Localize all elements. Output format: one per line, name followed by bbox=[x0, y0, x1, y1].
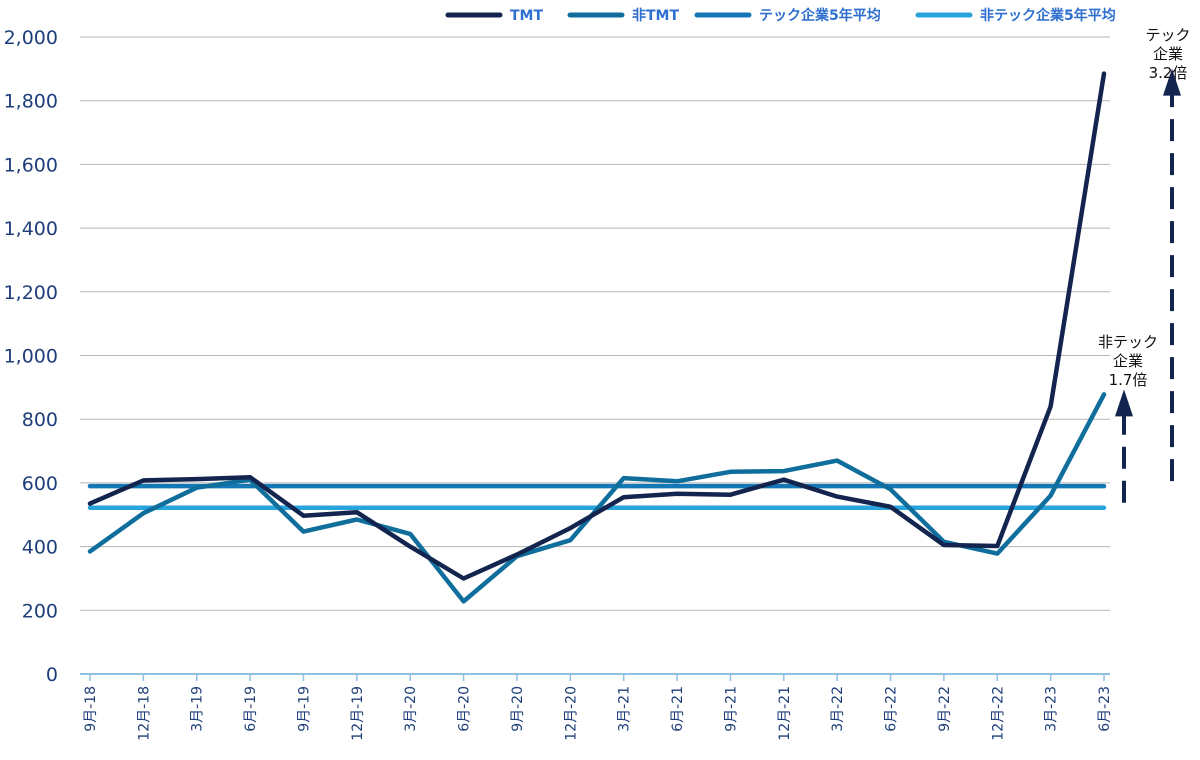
y-tick-label: 1,200 bbox=[4, 282, 58, 304]
legend-label: テック企業5年平均 bbox=[759, 7, 881, 24]
annotation-arrow-head bbox=[1115, 389, 1133, 417]
y-tick-label: 1,000 bbox=[4, 346, 58, 368]
x-tick-label: 9月-18 bbox=[83, 686, 99, 732]
x-tick-label: 6月-21 bbox=[670, 686, 686, 732]
y-tick-label: 1,400 bbox=[4, 218, 58, 240]
series-lines bbox=[87, 71, 1107, 604]
annotation-label: 企業 bbox=[1113, 352, 1143, 370]
annotation-label: 1.7倍 bbox=[1109, 371, 1148, 389]
y-axis-ticks: 0 200 400 600 800 1,000 1,200 1,400 1,600 1,800 2,… bbox=[4, 27, 58, 686]
y-tick-label: 1,600 bbox=[4, 154, 58, 176]
legend-label: 非テック企業5年平均 bbox=[980, 7, 1116, 24]
legend-label: TMT bbox=[510, 8, 543, 24]
series-line bbox=[87, 392, 1107, 604]
x-tick-label: 6月-23 bbox=[1097, 686, 1113, 732]
x-tick-label: 9月-22 bbox=[937, 686, 953, 732]
x-tick-label: 3月-20 bbox=[403, 686, 419, 732]
annotation-arrow-head bbox=[1163, 68, 1181, 96]
legend: TMT 非TMT テック企業5年平均 非テック企業5年平均 bbox=[445, 7, 1116, 24]
y-tick-label: 2,000 bbox=[4, 27, 58, 49]
y-tick-label: 200 bbox=[22, 600, 58, 622]
series-line bbox=[87, 71, 1107, 581]
x-tick-label: 3月-21 bbox=[617, 686, 633, 732]
x-tick-label: 12月-18 bbox=[136, 686, 152, 741]
x-axis: 9月-18 12月-18 3月-19 6月-19 9月-19 12月-19 3月-20 6月-… bbox=[80, 673, 1113, 741]
x-tick-label: 12月-19 bbox=[350, 686, 366, 741]
y-tick-label: 1,800 bbox=[4, 91, 58, 113]
x-tick-label: 9月-19 bbox=[296, 686, 312, 732]
y-tick-label: 0 bbox=[46, 664, 58, 686]
x-tick-label: 12月-21 bbox=[777, 686, 793, 741]
x-tick-label: 6月-19 bbox=[243, 686, 259, 732]
x-tick-label: 3月-19 bbox=[190, 686, 206, 732]
x-tick-label: 12月-22 bbox=[990, 686, 1006, 741]
annotation-label: テック bbox=[1145, 26, 1190, 44]
x-tick-label: 3月-23 bbox=[1044, 686, 1060, 732]
x-tick-label: 3月-22 bbox=[830, 686, 846, 732]
annotation-label: 非テック bbox=[1098, 333, 1158, 351]
y-tick-label: 600 bbox=[22, 473, 58, 495]
x-tick-label: 9月-20 bbox=[510, 686, 526, 732]
x-tick-label: 6月-20 bbox=[457, 686, 473, 732]
gridlines bbox=[80, 36, 1110, 611]
x-tick-label: 6月-22 bbox=[884, 686, 900, 732]
legend-label: 非TMT bbox=[632, 7, 679, 24]
annotation-label: 3.2倍 bbox=[1149, 64, 1188, 82]
annotation-label: 企業 bbox=[1153, 45, 1183, 63]
x-tick-label: 12月-20 bbox=[563, 686, 579, 741]
y-tick-label: 400 bbox=[22, 537, 58, 559]
x-tick-label: 9月-21 bbox=[723, 686, 739, 732]
y-tick-label: 800 bbox=[22, 409, 58, 431]
